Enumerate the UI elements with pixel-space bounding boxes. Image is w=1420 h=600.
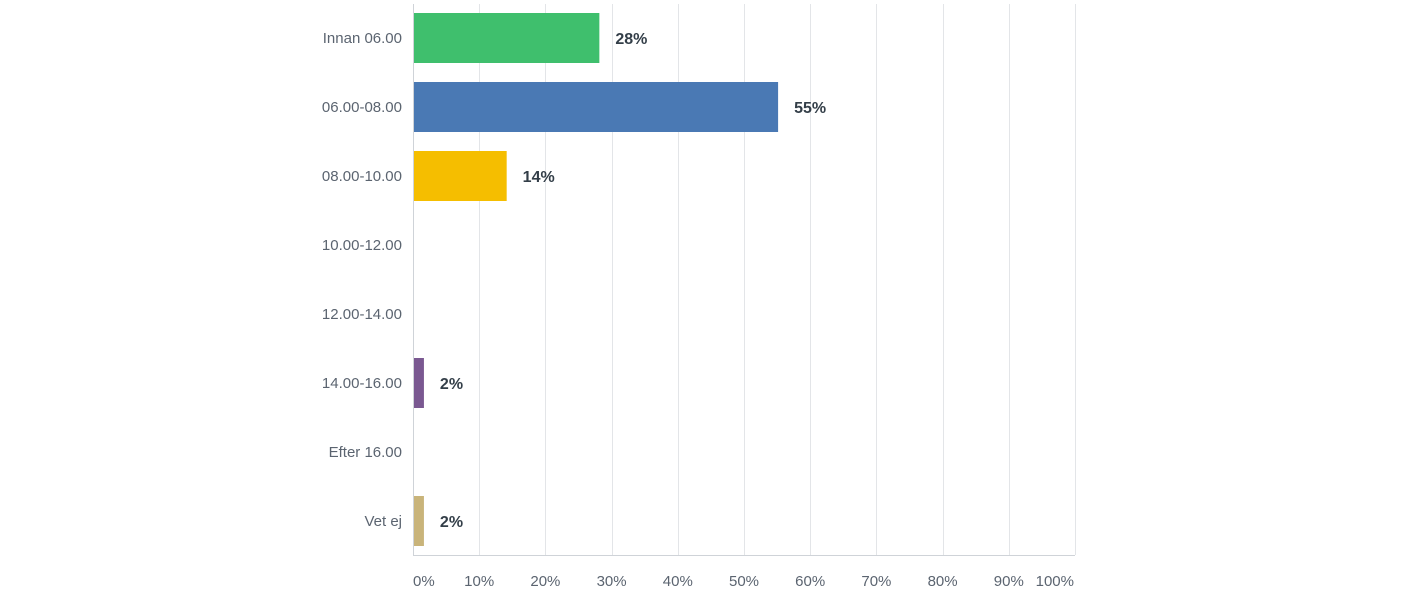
bar [414, 151, 507, 201]
category-label: Vet ej [364, 513, 402, 530]
data-label: 55% [794, 100, 826, 117]
x-tick-label: 60% [795, 573, 825, 590]
bar [414, 496, 424, 546]
category-label: Innan 06.00 [323, 30, 402, 47]
category-label: Efter 16.00 [329, 444, 402, 461]
x-tick-label: 0% [413, 573, 435, 590]
labels: 0% 10% 20% 30% 40% 50% 60% 70% 80% 90% 100% Innan 0… [322, 30, 1074, 590]
data-label: 14% [523, 169, 555, 186]
category-label: 08.00-10.00 [322, 168, 402, 185]
x-tick-label: 70% [861, 573, 891, 590]
bar [414, 82, 779, 132]
x-tick-label: 10% [464, 573, 494, 590]
category-label: 10.00-12.00 [322, 237, 402, 254]
x-tick-label: 50% [729, 573, 759, 590]
category-label: 06.00-08.00 [322, 99, 402, 116]
x-tick-label: 90% [994, 573, 1024, 590]
data-label: 28% [615, 31, 647, 48]
data-label: 2% [440, 514, 463, 531]
x-tick-label: 100% [1036, 573, 1074, 590]
category-label: 14.00-16.00 [322, 375, 402, 392]
x-tick-label: 20% [530, 573, 560, 590]
bar [414, 358, 424, 408]
bar [414, 13, 600, 63]
x-tick-label: 80% [928, 573, 958, 590]
x-tick-label: 40% [663, 573, 693, 590]
x-tick-label: 30% [597, 573, 627, 590]
data-label: 2% [440, 376, 463, 393]
category-label: 12.00-14.00 [322, 306, 402, 323]
bars [414, 13, 779, 546]
